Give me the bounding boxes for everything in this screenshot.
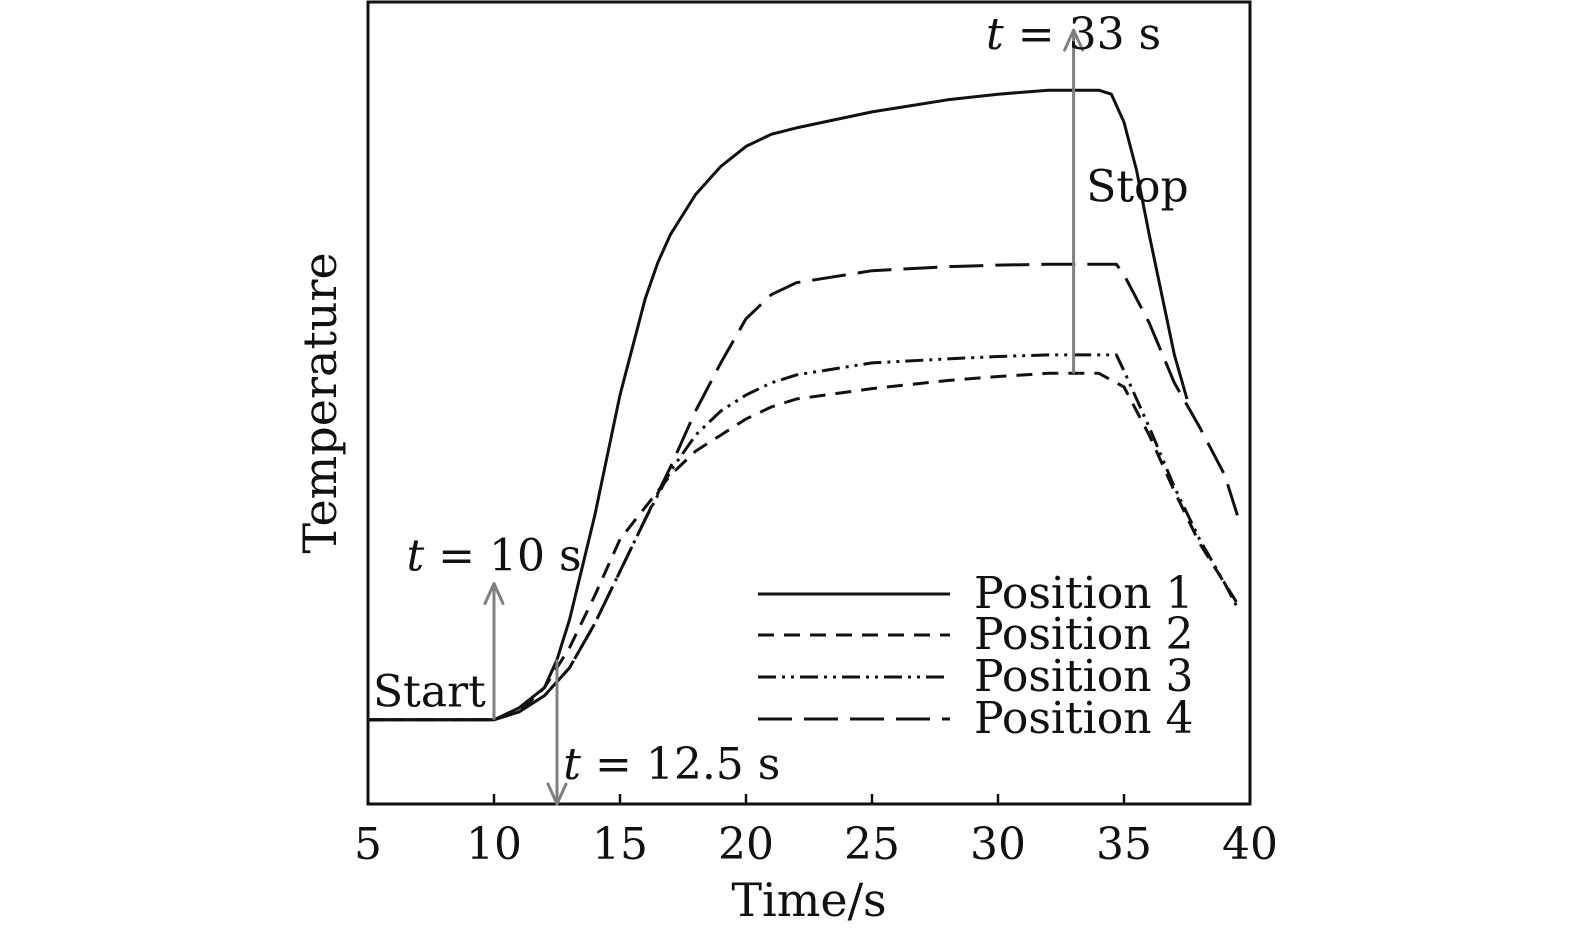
x-tick-label-25: 25 [844, 819, 900, 870]
legend-label-position-3: Position 3 [974, 651, 1194, 702]
x-ticks: 5 10 15 20 25 30 35 40 [354, 794, 1278, 870]
legend-label-position-1: Position 1 [974, 568, 1194, 619]
annotation-arrowhead-2 [546, 782, 568, 806]
annotations: t = 10 s Start t = 12.5 s t = 33 s Stop [373, 9, 1189, 806]
x-tick-label-35: 35 [1096, 819, 1152, 870]
annotation-arrowhead-3 [1063, 28, 1085, 52]
x-tick-label-15: 15 [592, 819, 648, 870]
x-tick-label-20: 20 [718, 819, 774, 870]
legend-label-position-2: Position 2 [974, 609, 1194, 660]
annotation-label-t-12-5-s: t = 12.5 s [563, 739, 780, 790]
x-tick-label-10: 10 [466, 819, 522, 870]
x-tick-label-40: 40 [1222, 819, 1278, 870]
annotation-label-t-10-s: t = 10 s [406, 530, 581, 581]
legend-label-position-4: Position 4 [974, 693, 1194, 744]
series-line-position-2 [368, 371, 1239, 722]
annotation-arrowhead-0 [483, 581, 505, 605]
annotation-label-t-33-s: t = 33 s [986, 9, 1161, 60]
series-line-position-4 [368, 262, 1239, 722]
x-axis-label: Time/s [731, 873, 886, 927]
series-layer [368, 88, 1239, 722]
series-line-position-1 [368, 88, 1189, 722]
y-axis-label: Temperature [293, 252, 347, 553]
annotation-label-stop: Stop [1086, 161, 1188, 212]
plot-frame [366, 0, 1252, 806]
x-tick-label-5: 5 [354, 819, 382, 870]
legend: Position 1 Position 2 Position 3 Positio… [758, 568, 1194, 744]
x-tick-label-30: 30 [970, 819, 1026, 870]
annotation-label-start: Start [373, 667, 486, 718]
